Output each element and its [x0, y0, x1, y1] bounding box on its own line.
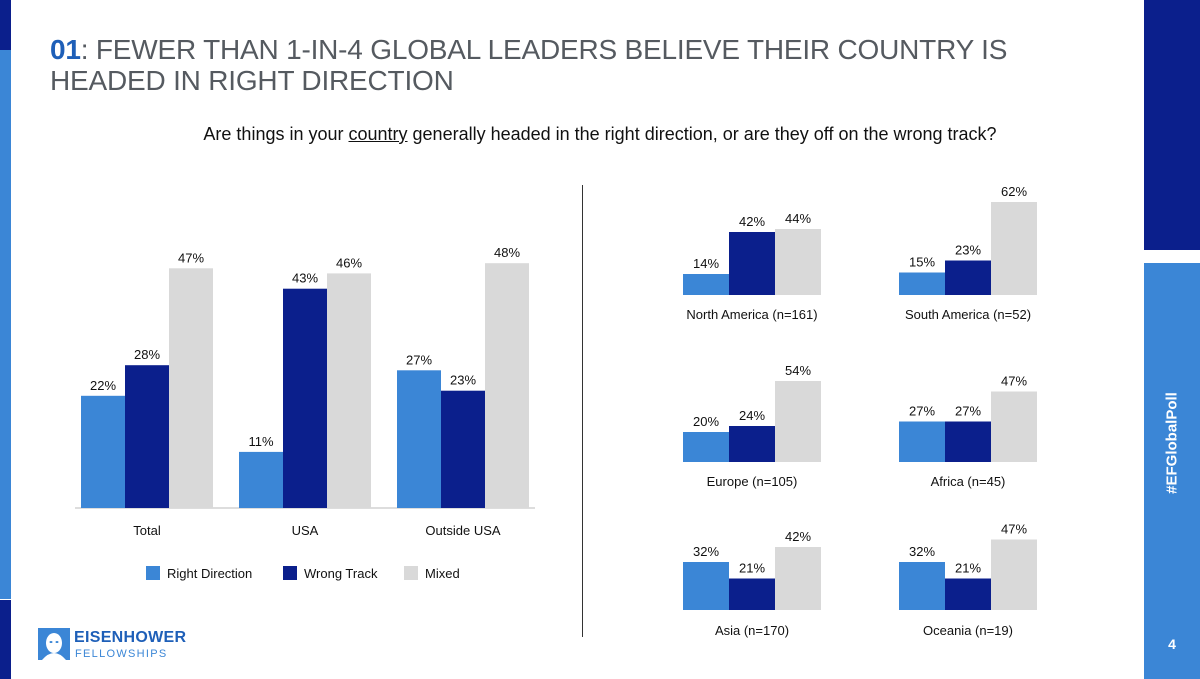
category-label: Africa (n=45) — [931, 474, 1006, 489]
data-label: 28% — [134, 347, 160, 362]
legend-swatch-mixed — [404, 566, 418, 580]
data-label: 14% — [693, 256, 719, 271]
data-label: 22% — [90, 378, 116, 393]
data-label: 48% — [494, 245, 520, 260]
survey-question: Are things in your country generally hea… — [203, 124, 997, 144]
bar-outside-usa-wrong-track — [441, 390, 485, 508]
right-accent-bar — [1144, 263, 1200, 679]
data-label: 24% — [739, 408, 765, 423]
bar-oceania-mixed — [991, 539, 1037, 610]
bar-asia-right-direction — [683, 562, 729, 610]
data-label: 62% — [1001, 184, 1027, 199]
legend-label-mixed: Mixed — [425, 566, 460, 581]
data-label: 23% — [450, 373, 476, 388]
data-label: 27% — [955, 404, 981, 419]
left-accent-bar-bottom — [0, 600, 11, 679]
bar-north-america-mixed — [775, 229, 821, 295]
question-underlined-word: country — [348, 124, 408, 144]
bar-total-wrong-track — [125, 365, 169, 508]
left-accent-bar-top — [0, 0, 11, 60]
category-label: Total — [133, 523, 161, 538]
bar-outside-usa-mixed — [485, 263, 529, 508]
bar-total-mixed — [169, 268, 213, 508]
data-label: 47% — [1001, 522, 1027, 537]
legend-swatch-wrong-track — [283, 566, 297, 580]
data-label: 43% — [292, 271, 318, 286]
chart-divider — [582, 185, 583, 637]
page-number: 4 — [1168, 636, 1176, 652]
legend-label-wrong-track: Wrong Track — [304, 566, 378, 581]
bar-south-america-right-direction — [899, 272, 945, 295]
bar-africa-wrong-track — [945, 421, 991, 462]
category-label: USA — [292, 523, 319, 538]
data-label: 15% — [909, 255, 935, 270]
category-label: Oceania (n=19) — [923, 623, 1013, 638]
data-label: 20% — [693, 414, 719, 429]
logo-line2: FELLOWSHIPS — [75, 648, 168, 660]
page-title: 01: FEWER THAN 1-IN-4 GLOBAL LEADERS BEL… — [50, 34, 1050, 96]
data-label: 46% — [336, 255, 362, 270]
category-label: North America (n=161) — [686, 307, 817, 322]
bar-europe-wrong-track — [729, 426, 775, 462]
bar-north-america-right-direction — [683, 274, 729, 295]
bar-total-right-direction — [81, 395, 125, 508]
data-label: 27% — [909, 404, 935, 419]
bar-asia-wrong-track — [729, 578, 775, 610]
bar-oceania-wrong-track — [945, 578, 991, 610]
data-label: 11% — [248, 434, 273, 449]
data-label: 32% — [909, 544, 935, 559]
left-accent-bar — [0, 50, 11, 599]
category-label: Outside USA — [425, 523, 500, 538]
data-label: 42% — [785, 529, 811, 544]
bar-asia-mixed — [775, 547, 821, 610]
bar-north-america-wrong-track — [729, 232, 775, 295]
data-label: 27% — [406, 352, 432, 367]
data-label: 21% — [955, 561, 981, 576]
data-label: 32% — [693, 544, 719, 559]
category-label: Asia (n=170) — [715, 623, 789, 638]
bar-outside-usa-right-direction — [397, 370, 441, 508]
logo-line1: EISENHOWER — [74, 629, 187, 646]
category-label: Europe (n=105) — [707, 474, 798, 489]
bar-oceania-right-direction — [899, 562, 945, 610]
bar-south-america-mixed — [991, 202, 1037, 295]
title-text: : FEWER THAN 1-IN-4 GLOBAL LEADERS BELIE… — [50, 34, 1008, 96]
bar-africa-right-direction — [899, 421, 945, 462]
bar-africa-mixed — [991, 391, 1037, 462]
title-number: 01 — [50, 34, 81, 65]
legend-label-right-direction: Right Direction — [167, 566, 252, 581]
data-label: 47% — [1001, 374, 1027, 389]
bar-europe-mixed — [775, 381, 821, 462]
eisenhower-portrait-icon — [38, 628, 70, 660]
data-label: 42% — [739, 214, 765, 229]
bar-usa-wrong-track — [283, 288, 327, 508]
bar-europe-right-direction — [683, 432, 729, 462]
data-label: 47% — [178, 250, 204, 265]
category-label: South America (n=52) — [905, 307, 1031, 322]
data-label: 21% — [739, 561, 765, 576]
data-label: 44% — [785, 211, 811, 226]
data-label: 54% — [785, 363, 811, 378]
legend-swatch-right-direction — [146, 566, 160, 580]
bar-usa-right-direction — [239, 451, 283, 508]
eisenhower-logo: EISENHOWER FELLOWSHIPS — [38, 628, 198, 662]
bar-usa-mixed — [327, 273, 371, 508]
bar-south-america-wrong-track — [945, 260, 991, 295]
right-accent-bar-top — [1144, 0, 1200, 250]
data-label: 23% — [955, 243, 981, 258]
